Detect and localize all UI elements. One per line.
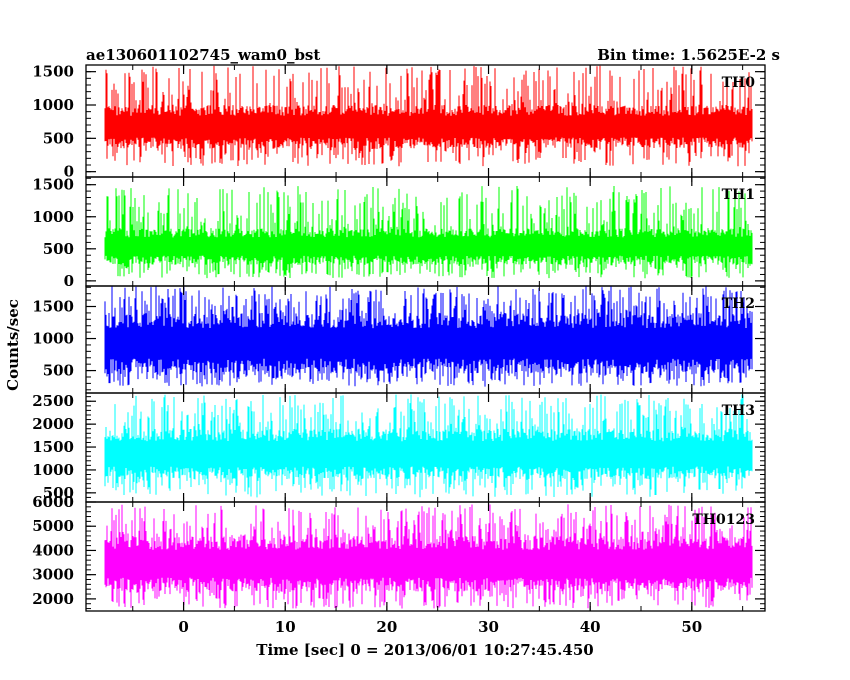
- y-tick-label: 2500: [32, 392, 74, 410]
- light-curve-panels: 0 500 1000 1500 TH0 0 500 1000 1500 TH1 500 1000 150…: [32, 63, 766, 612]
- y-tick-label: 4000: [32, 541, 74, 559]
- panel-th1: 0 500 1000 1500 TH1: [32, 176, 766, 290]
- panel-frame: [85, 501, 766, 612]
- y-tick-label: 500: [43, 362, 74, 380]
- panel-label: TH1: [722, 187, 755, 203]
- y-tick-label: 500: [43, 484, 74, 502]
- y-tick-label: 1500: [32, 438, 74, 456]
- y-tick-label: 500: [43, 129, 74, 147]
- x-axis: 0 10 20 30 40 50: [178, 618, 702, 636]
- panel-th0123: 2000 3000 4000 5000 6000 TH0123: [32, 493, 766, 612]
- y-axis-label: Counts/sec: [4, 299, 22, 391]
- series-th0: [104, 65, 753, 167]
- x-tick-label: 20: [376, 618, 397, 636]
- y-tick-label: 1500: [32, 298, 74, 316]
- y-tick-label: 1500: [32, 63, 74, 81]
- x-tick-label: 40: [580, 618, 601, 636]
- series-th2: [104, 286, 753, 387]
- y-tick-label: 2000: [32, 415, 74, 433]
- y-tick-label: 3000: [32, 566, 74, 584]
- y-tick-label: 1000: [32, 330, 74, 348]
- series-th0123: [104, 504, 753, 609]
- y-tick-label: 0: [64, 163, 74, 181]
- panel-label: TH0: [722, 75, 756, 91]
- panel-label: TH0123: [692, 512, 755, 528]
- series-th1: [104, 186, 753, 279]
- x-tick-label: 0: [178, 618, 188, 636]
- x-tick-label: 10: [275, 618, 296, 636]
- panel-th0: 0 500 1000 1500 TH0: [32, 63, 766, 181]
- series-th3: [104, 394, 753, 498]
- y-tick-label: 1000: [32, 208, 74, 226]
- x-axis-label: Time [sec] 0 = 2013/06/01 10:27:45.450: [256, 641, 593, 659]
- y-tick-label: 2000: [32, 590, 74, 608]
- panel-th2: 500 1000 1500 TH2: [32, 285, 766, 394]
- y-tick-label: 6000: [32, 493, 74, 511]
- bin-time-label: Bin time: 1.5625E-2 s: [597, 46, 780, 64]
- y-tick-label: 1500: [32, 176, 74, 194]
- y-tick-label: 0: [64, 272, 74, 290]
- panel-label: TH3: [722, 403, 755, 419]
- chart-title: ae130601102745_wam0_bst: [86, 46, 320, 64]
- y-tick-label: 5000: [32, 517, 74, 535]
- x-tick-label: 30: [478, 618, 499, 636]
- panel-th3: 500 1000 1500 2000 2500 TH3: [32, 392, 766, 503]
- x-tick-label: 50: [681, 618, 702, 636]
- y-tick-label: 1000: [32, 461, 74, 479]
- y-tick-label: 500: [43, 240, 74, 258]
- y-tick-label: 1000: [32, 96, 74, 114]
- panel-label: TH2: [722, 296, 755, 312]
